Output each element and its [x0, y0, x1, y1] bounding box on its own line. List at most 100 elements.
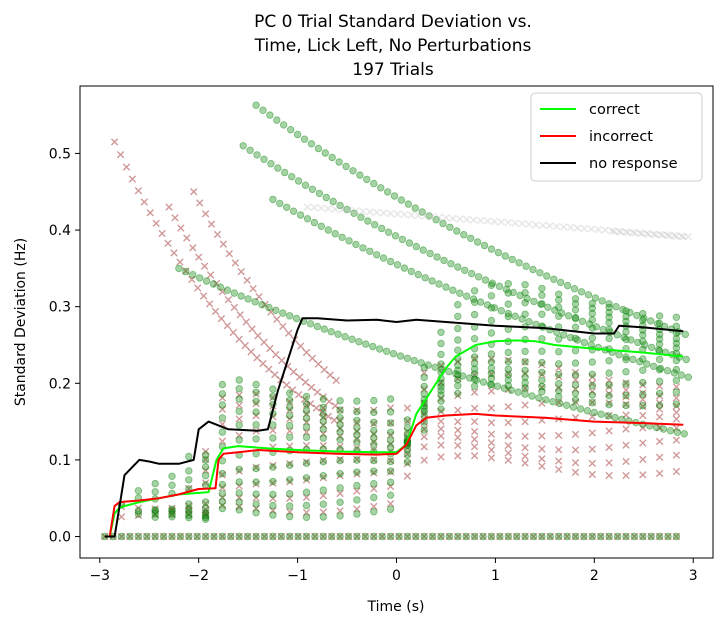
trial-point — [249, 285, 257, 293]
trial-point — [334, 330, 342, 338]
trial-point — [670, 231, 679, 240]
trial-point — [521, 366, 529, 375]
trial-point — [594, 225, 602, 234]
trial-point — [504, 449, 512, 457]
trial-point — [535, 394, 543, 402]
trial-point — [563, 532, 571, 541]
trial-point — [454, 361, 462, 369]
trial-point — [470, 435, 479, 443]
trial-point — [470, 370, 479, 378]
trial-point — [314, 360, 323, 368]
trial-point — [420, 426, 428, 434]
trial-point — [386, 404, 395, 412]
trial-point — [350, 209, 358, 217]
trial-point — [437, 391, 445, 399]
trial-point — [626, 308, 634, 317]
trial-point — [201, 509, 210, 517]
trial-point — [470, 359, 479, 368]
trial-point — [437, 379, 445, 387]
trial-point — [212, 279, 221, 288]
trial-point — [580, 532, 588, 541]
trial-point — [260, 155, 268, 163]
trial-point — [218, 532, 227, 541]
trial-point — [655, 340, 664, 348]
trial-point — [302, 493, 311, 502]
trial-point — [437, 425, 445, 433]
trial-point — [308, 185, 317, 193]
trial-point — [622, 328, 630, 336]
trial-point — [386, 457, 395, 465]
trial-point — [504, 441, 512, 450]
trial-point — [504, 456, 512, 464]
trial-point — [543, 272, 551, 280]
trial-point — [244, 295, 252, 303]
trial-point — [201, 456, 210, 464]
trial-point — [515, 259, 523, 267]
trial-point — [182, 267, 190, 275]
trial-point — [645, 230, 653, 238]
trial-point — [319, 395, 327, 403]
trial-point — [353, 438, 361, 446]
trial-point — [564, 312, 573, 320]
trial-point — [201, 466, 210, 475]
trial-point — [386, 419, 395, 427]
trial-point — [504, 432, 512, 440]
trial-point — [356, 171, 364, 179]
trial-point — [336, 406, 344, 414]
trial-point — [622, 228, 630, 236]
trial-point — [176, 532, 185, 541]
trial-point — [373, 208, 381, 217]
trial-point — [235, 498, 243, 506]
trial-point — [235, 482, 243, 490]
trial-point — [442, 283, 450, 291]
trial-point — [542, 396, 550, 404]
trial-point — [201, 506, 210, 514]
trial-point — [487, 316, 496, 325]
trial-point — [353, 470, 361, 478]
trial-point — [311, 532, 319, 541]
trial-point — [403, 417, 412, 425]
trial-point — [286, 512, 294, 521]
trial-point — [170, 249, 178, 257]
trial-point — [513, 532, 521, 541]
trial-point — [302, 433, 311, 441]
trial-point — [571, 385, 580, 393]
trial-point — [201, 511, 210, 520]
trial-point — [571, 376, 580, 384]
trial-point — [639, 378, 647, 387]
x-tick-label: 3 — [689, 568, 698, 584]
trial-point — [580, 532, 588, 541]
trial-point — [269, 511, 277, 519]
trial-point — [373, 251, 381, 259]
trial-point — [529, 532, 538, 541]
trial-point — [588, 413, 596, 421]
trial-point — [201, 471, 210, 480]
trial-point — [454, 366, 462, 375]
trial-point — [672, 402, 681, 410]
trial-point — [521, 444, 529, 452]
trial-point — [353, 430, 361, 439]
trial-point — [487, 292, 496, 300]
trial-point — [325, 397, 333, 406]
trial-point — [269, 532, 277, 541]
trial-point — [420, 456, 428, 464]
trial-point — [288, 172, 296, 181]
trial-point — [370, 485, 378, 493]
trial-point — [456, 215, 464, 223]
trial-point — [504, 376, 512, 384]
trial-point — [605, 459, 613, 467]
trial-point — [453, 227, 461, 235]
trial-point — [255, 293, 263, 301]
trial-point — [224, 296, 233, 304]
trial-point — [235, 478, 243, 486]
trial-point — [437, 407, 445, 416]
trial-point — [490, 304, 499, 312]
trial-point — [307, 383, 316, 391]
trial-point — [454, 312, 462, 321]
trial-point — [370, 420, 378, 428]
trial-point — [151, 511, 159, 519]
trial-point — [252, 412, 260, 420]
trial-point — [218, 437, 227, 445]
trial-point — [134, 506, 143, 515]
trial-point — [655, 355, 664, 364]
